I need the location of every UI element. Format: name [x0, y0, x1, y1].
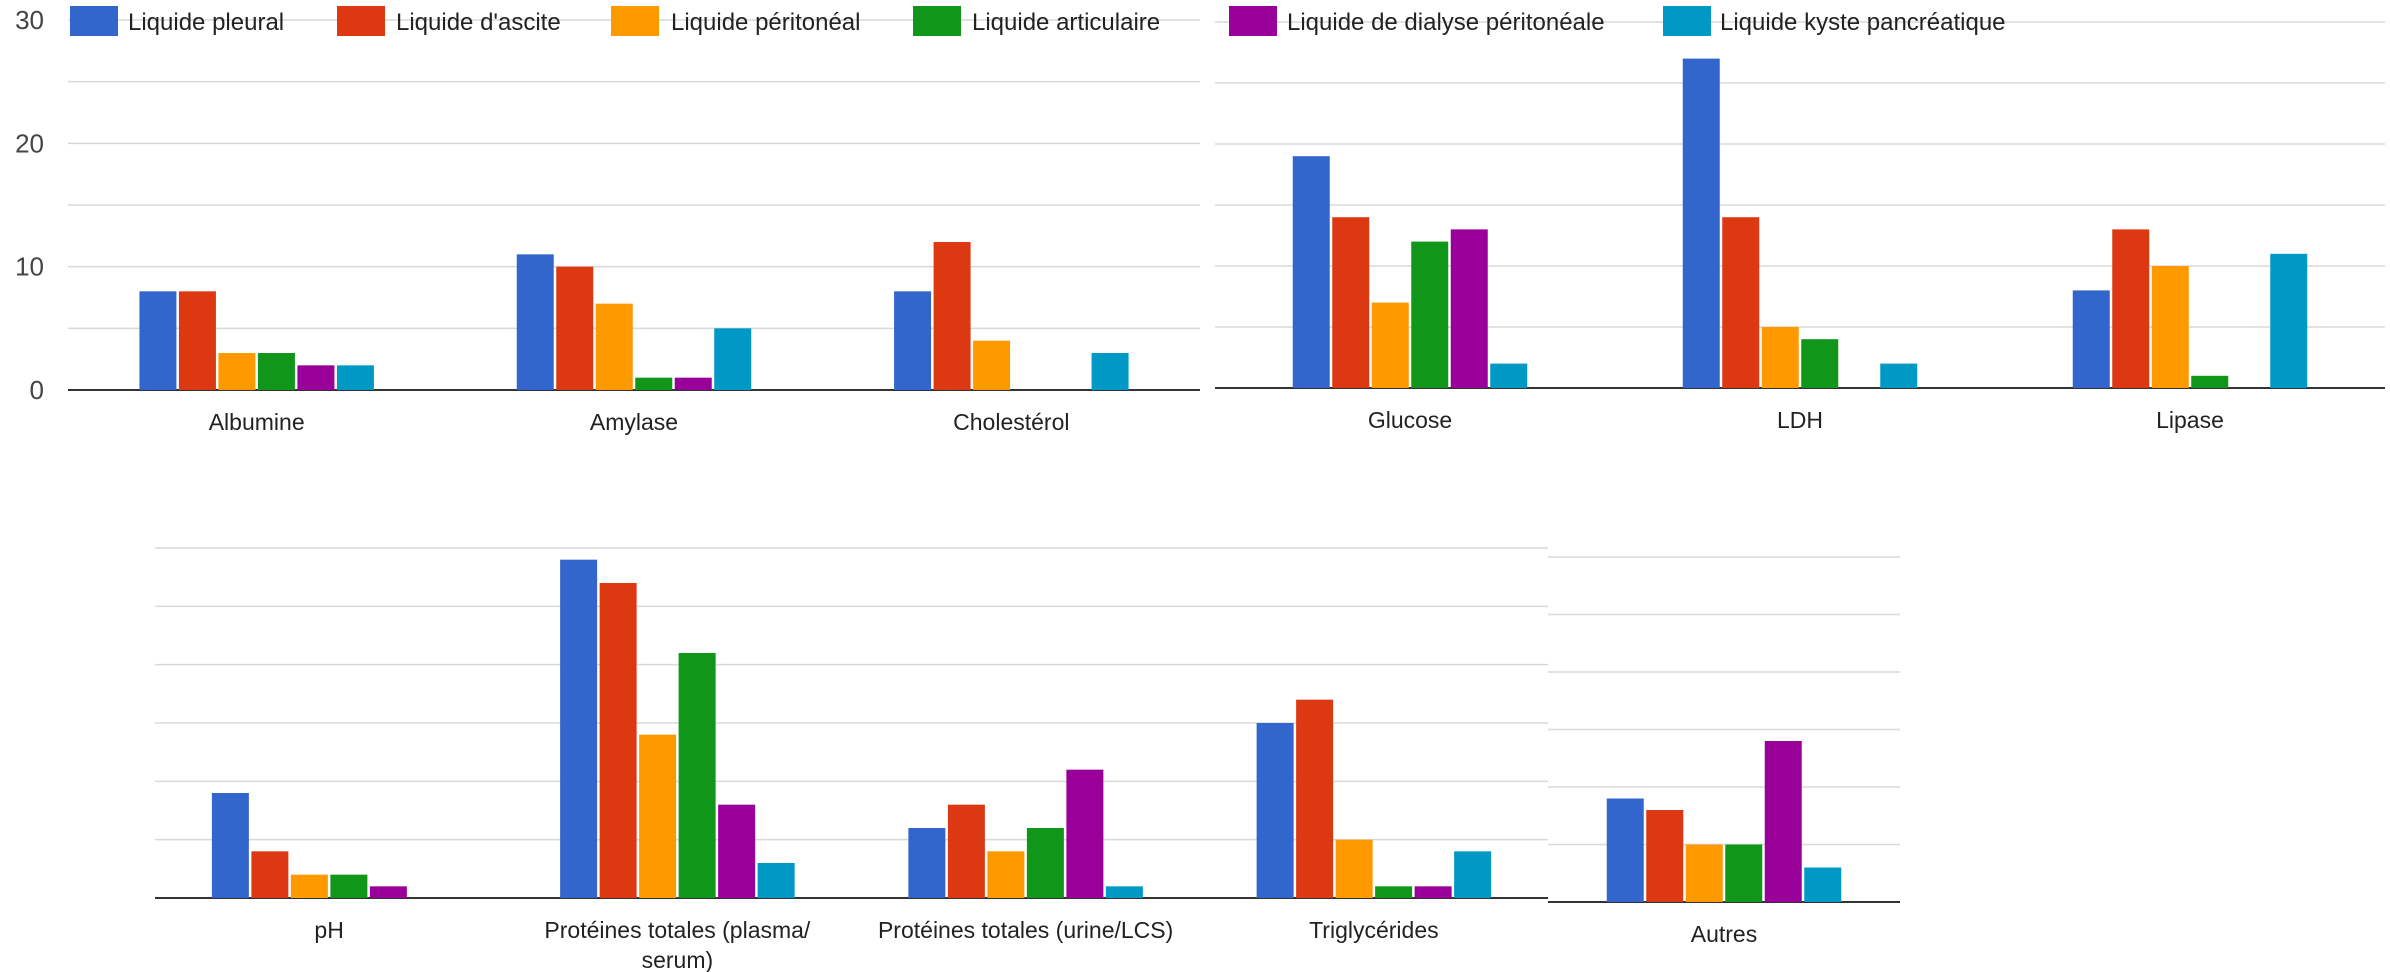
- legend-swatch: [70, 6, 118, 36]
- bar: [2112, 229, 2150, 388]
- category-label: Autres: [1691, 921, 1757, 947]
- legend-label: Liquide d'ascite: [396, 9, 561, 36]
- legend-swatch: [611, 6, 659, 36]
- bar: [1375, 886, 1413, 898]
- legend-swatch: [1663, 6, 1711, 36]
- bar: [516, 254, 554, 390]
- bar: [1685, 844, 1723, 902]
- bar: [330, 874, 368, 898]
- legend-item: Liquide de dialyse péritonéale: [1229, 6, 1605, 36]
- bar: [1332, 217, 1370, 388]
- bar: [1880, 363, 1918, 388]
- legend-label: Liquide articulaire: [972, 9, 1160, 36]
- legend-item: Liquide d'ascite: [337, 6, 561, 36]
- y-tick-label: 0: [30, 375, 44, 405]
- bar: [1804, 867, 1842, 902]
- y-tick-label: 30: [15, 5, 44, 35]
- chart-panel: Autres: [1548, 556, 1900, 947]
- chart-panel: pH Protéines totales (plasma/serum) Protéi…: [155, 547, 1548, 972]
- category-label: Glucose: [1368, 407, 1452, 433]
- bar: [894, 291, 932, 390]
- bar: [1646, 810, 1684, 902]
- bar: [1682, 58, 1720, 388]
- bar: [1764, 741, 1802, 902]
- bar: [556, 266, 594, 390]
- bar: [336, 365, 374, 390]
- bar: [1454, 851, 1492, 898]
- category-label: Protéines totales (plasma/serum): [544, 917, 811, 972]
- category-label: pH: [314, 917, 343, 943]
- category-label: Protéines totales (urine/LCS): [878, 917, 1173, 943]
- bar: [2270, 253, 2308, 388]
- bar: [1411, 241, 1449, 388]
- category-label: Lipase: [2156, 407, 2224, 433]
- bar: [2072, 290, 2110, 388]
- bar: [674, 377, 712, 390]
- bar: [139, 291, 177, 390]
- legend-label: Liquide pleural: [128, 9, 284, 36]
- category-label: LDH: [1777, 407, 1823, 433]
- bar: [1296, 699, 1334, 898]
- bar: [1450, 229, 1488, 388]
- bar: [908, 828, 946, 898]
- legend-label: Liquide kyste pancréatique: [1720, 9, 2006, 36]
- bar: [369, 886, 407, 898]
- bar: [1725, 844, 1763, 902]
- bar: [1490, 363, 1528, 388]
- category-label: Albumine: [209, 409, 305, 435]
- legend-item: Liquide kyste pancréatique: [1663, 6, 2006, 36]
- bar: [595, 303, 633, 390]
- bar: [290, 874, 328, 898]
- bar: [178, 291, 216, 390]
- legend-swatch: [337, 6, 385, 36]
- bar: [599, 583, 637, 898]
- bar: [718, 804, 756, 898]
- legend-label: Liquide de dialyse péritonéale: [1287, 9, 1605, 36]
- bar: [1606, 798, 1644, 902]
- bar: [297, 365, 335, 390]
- bar: [1026, 828, 1064, 898]
- legend-item: Liquide péritonéal: [611, 6, 860, 36]
- bar: [1335, 839, 1373, 898]
- bar: [1292, 156, 1330, 388]
- chart-panel: Albumine Amylase Cholestérol: [68, 19, 1200, 435]
- bar: [714, 328, 752, 390]
- bar: [1722, 217, 1760, 388]
- bar: [639, 734, 677, 898]
- bar: [218, 353, 256, 390]
- bar: [1801, 339, 1839, 388]
- bar: [678, 653, 716, 898]
- bar: [1761, 327, 1799, 388]
- category-label: Cholestérol: [953, 409, 1069, 435]
- bar: [933, 242, 971, 390]
- legend-item: Liquide pleural: [70, 6, 284, 36]
- legend-swatch: [1229, 6, 1277, 36]
- bar: [973, 340, 1011, 390]
- category-label: Triglycérides: [1309, 917, 1439, 943]
- legend-label: Liquide péritonéal: [671, 9, 860, 36]
- y-tick-label: 10: [15, 252, 44, 282]
- legend-swatch: [913, 6, 961, 36]
- bar: [757, 863, 795, 898]
- legend-item: Liquide articulaire: [913, 6, 1160, 36]
- y-tick-label: 20: [15, 128, 44, 158]
- bar: [2151, 266, 2189, 388]
- bar: [211, 793, 249, 898]
- bar: [1066, 769, 1104, 898]
- bar: [257, 353, 295, 390]
- bar: [560, 559, 598, 898]
- bar: [1256, 723, 1294, 898]
- category-label: Amylase: [590, 409, 678, 435]
- bar: [1105, 886, 1143, 898]
- bar: [635, 377, 673, 390]
- bar: [1091, 353, 1129, 390]
- bar: [2191, 375, 2229, 388]
- bar: [1414, 886, 1452, 898]
- bar: [251, 851, 289, 898]
- chart-panel: Glucose LDH Lipase: [1215, 21, 2385, 433]
- bar: [1371, 302, 1409, 388]
- bar: [947, 804, 985, 898]
- bar: [987, 851, 1025, 898]
